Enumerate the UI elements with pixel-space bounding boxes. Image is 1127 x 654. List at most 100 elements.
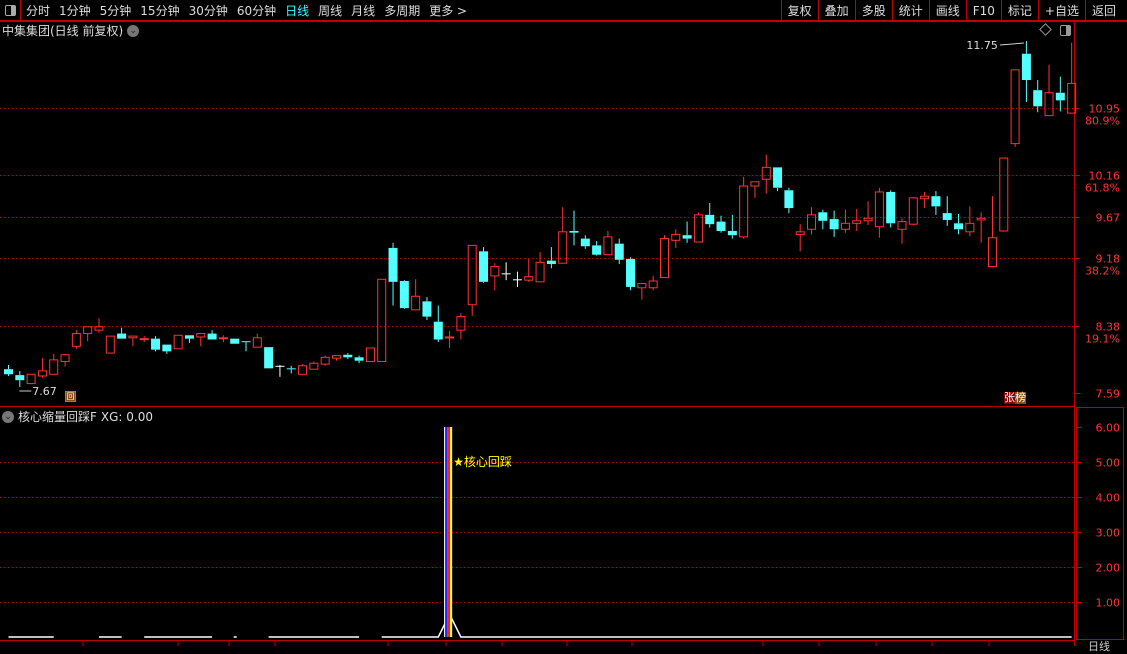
toolbar: 分时 1分钟 5分钟 15分钟 30分钟 60分钟 日线 周线 月线 多周期 更多 > 复权 叠加 多股…: [0, 0, 1127, 21]
candle-body: [196, 333, 206, 338]
candle: [83, 326, 93, 342]
toolbar-button[interactable]: 统计: [891, 0, 929, 21]
toolbar-button[interactable]: 多股: [854, 0, 892, 21]
period-tab[interactable]: 1分钟: [59, 4, 91, 18]
candle: [535, 252, 545, 283]
candle-body: [320, 356, 330, 365]
candle-body: [908, 197, 918, 225]
layout-toggle-icon[interactable]: [0, 0, 21, 21]
candle: [196, 333, 206, 347]
toolbar-button[interactable]: +自选: [1037, 0, 1085, 21]
toolbar-button[interactable]: F10: [965, 0, 1001, 21]
candle-body: [558, 231, 568, 264]
period-tab[interactable]: 更多 >: [429, 4, 468, 18]
toolbar-button[interactable]: 叠加: [817, 0, 855, 21]
candle-body: [117, 333, 127, 339]
candle: [286, 365, 296, 374]
event-marker-badge[interactable]: 回: [65, 391, 76, 402]
period-tab[interactable]: 日线: [285, 4, 310, 18]
candle: [942, 196, 952, 226]
candle-body: [399, 280, 409, 309]
candle-body: [637, 283, 647, 289]
candle-body: [15, 375, 25, 381]
candle-body: [445, 336, 455, 339]
candle-body: [965, 222, 975, 233]
candle-body: [298, 365, 308, 375]
candle: [739, 176, 749, 239]
candle: [1021, 41, 1031, 103]
candle: [467, 244, 477, 316]
candle: [252, 333, 262, 348]
candle: [173, 334, 183, 350]
candle-body: [999, 157, 1009, 232]
candle-body: [727, 230, 737, 236]
candle: [671, 229, 681, 248]
badge-char-1: 张: [1004, 391, 1015, 404]
candle: [479, 247, 489, 283]
candle-body: [603, 236, 613, 256]
candle-body: [807, 214, 817, 230]
candle: [309, 361, 319, 370]
candle: [603, 230, 613, 256]
limit-up-list-badge[interactable]: 张榜: [1004, 392, 1026, 404]
toolbar-button[interactable]: 返回: [1084, 0, 1122, 21]
period-tab[interactable]: 15分钟: [140, 4, 180, 18]
candle: [49, 353, 59, 375]
candle-body: [501, 273, 511, 275]
candle: [546, 247, 556, 269]
period-tab[interactable]: 周线: [318, 4, 343, 18]
fib-pct-label: 80.9%: [1085, 115, 1120, 128]
chevron-down-icon[interactable]: ⌄: [127, 24, 140, 37]
candle-body: [1033, 90, 1043, 107]
candle: [648, 275, 658, 291]
candle-body: [671, 233, 681, 241]
candle: [773, 167, 783, 192]
candle-body: [795, 231, 805, 235]
candle-body: [592, 245, 602, 255]
candle: [151, 336, 161, 352]
candle-body: [840, 222, 850, 230]
candle-body: [331, 355, 341, 359]
candle-body: [886, 191, 896, 224]
candle-body: [388, 247, 398, 282]
period-label: 日线: [1088, 640, 1110, 653]
candle: [128, 335, 138, 347]
candle: [1067, 42, 1077, 114]
price-label: 10.16: [1089, 170, 1121, 183]
toolbar-button[interactable]: 标记: [1000, 0, 1038, 21]
pane-layout-icon[interactable]: [1060, 25, 1071, 36]
candle-body: [705, 214, 715, 225]
period-tab[interactable]: 分时: [26, 4, 51, 18]
toolbar-button[interactable]: 复权: [780, 0, 818, 21]
candle-body: [524, 276, 534, 281]
candle: [863, 201, 873, 226]
candle-body: [173, 334, 183, 350]
candle-body: [105, 335, 115, 354]
candle: [840, 209, 850, 233]
fib-pct-label: 19.1%: [1085, 333, 1120, 346]
toolbar-button[interactable]: 画线: [928, 0, 966, 21]
candle: [784, 187, 794, 214]
candle: [320, 355, 330, 366]
candle: [920, 191, 930, 209]
candle-body: [931, 196, 941, 207]
candle-body: [241, 341, 251, 343]
candle: [761, 154, 771, 194]
candle: [999, 157, 1009, 232]
candle-body: [37, 370, 47, 377]
period-tab[interactable]: 60分钟: [236, 4, 277, 18]
candle: [117, 327, 127, 339]
period-tab[interactable]: 多周期: [384, 4, 421, 18]
period-tab[interactable]: 月线: [351, 4, 376, 18]
indicator-name: 核心缩量回踩F: [18, 410, 97, 424]
candle: [343, 353, 353, 360]
period-tab[interactable]: 30分钟: [188, 4, 228, 18]
indicator-axis-label: 2.00: [1096, 562, 1121, 575]
candle: [558, 207, 568, 264]
indicator-axis-label: 1.00: [1096, 597, 1121, 610]
candle: [693, 212, 703, 243]
chevron-down-icon[interactable]: ⌄: [2, 410, 14, 423]
period-tab[interactable]: 5分钟: [99, 4, 132, 18]
candle: [1044, 64, 1054, 117]
